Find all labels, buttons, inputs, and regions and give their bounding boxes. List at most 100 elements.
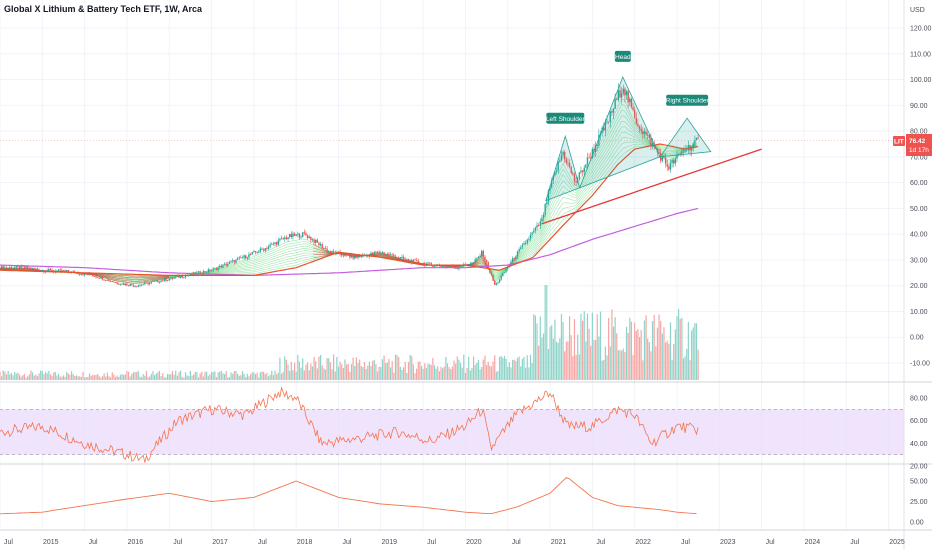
candle bbox=[394, 256, 397, 259]
volume-bar bbox=[207, 376, 209, 380]
volume-bar bbox=[113, 374, 115, 380]
volume-bar bbox=[280, 373, 283, 380]
volume-bar bbox=[651, 321, 654, 380]
candle bbox=[596, 145, 598, 146]
candle bbox=[113, 281, 115, 283]
volume-bar bbox=[386, 362, 388, 380]
candle bbox=[376, 251, 379, 253]
volume-bar bbox=[15, 373, 17, 380]
time-tick-label: 2025 bbox=[889, 539, 905, 546]
volume-bar bbox=[54, 371, 56, 380]
volume-bar bbox=[131, 373, 133, 380]
volume-bar bbox=[445, 356, 447, 380]
candle bbox=[474, 259, 476, 263]
candle bbox=[497, 282, 499, 284]
volume-bar bbox=[302, 358, 304, 380]
candle bbox=[686, 149, 688, 151]
volume-bar bbox=[51, 376, 53, 380]
volume-bar bbox=[295, 371, 297, 380]
candle bbox=[502, 272, 504, 276]
volume-bar bbox=[95, 374, 97, 380]
candle bbox=[35, 268, 37, 270]
candle bbox=[248, 254, 250, 258]
volume-bar bbox=[450, 369, 452, 380]
volume-bar bbox=[214, 371, 216, 380]
candle bbox=[223, 263, 226, 265]
candle bbox=[287, 237, 289, 239]
volume-bar bbox=[456, 356, 458, 380]
volume-bar bbox=[599, 311, 602, 380]
volume-bar bbox=[407, 362, 410, 380]
candle bbox=[638, 126, 641, 129]
candle bbox=[85, 273, 87, 275]
volume-bar bbox=[347, 364, 349, 380]
candle bbox=[114, 282, 117, 283]
volume-bar bbox=[512, 359, 514, 380]
volume-bar bbox=[233, 371, 235, 380]
volume-bar bbox=[684, 356, 686, 380]
candle bbox=[301, 232, 304, 237]
volume-bar bbox=[564, 351, 566, 380]
candle bbox=[563, 152, 566, 160]
volume-bar bbox=[140, 377, 143, 380]
volume-bar bbox=[36, 376, 39, 380]
volume-bar bbox=[264, 374, 266, 380]
volume-bar bbox=[339, 361, 341, 380]
price-tick-label: 70.00 bbox=[910, 154, 928, 161]
pattern-label-text: Right Shoulder bbox=[666, 98, 710, 105]
volume-bar bbox=[676, 316, 678, 380]
candle bbox=[471, 262, 473, 265]
volume-bar bbox=[4, 371, 6, 380]
candle bbox=[2, 266, 4, 270]
volume-bar bbox=[297, 354, 299, 380]
rsi-tick-label: 60.00 bbox=[910, 418, 928, 425]
candle bbox=[352, 254, 354, 259]
candle bbox=[607, 121, 610, 123]
candle bbox=[578, 172, 581, 179]
candle bbox=[384, 254, 387, 255]
candle bbox=[7, 267, 9, 269]
volume-bar bbox=[466, 367, 468, 380]
candle bbox=[539, 221, 541, 226]
volume-bar bbox=[279, 357, 281, 380]
volume-bar bbox=[567, 341, 569, 380]
volume-bar bbox=[40, 370, 42, 380]
candle bbox=[511, 258, 514, 262]
volume-bar bbox=[319, 354, 322, 380]
time-tick-label: Jul bbox=[681, 539, 690, 546]
volume-bar bbox=[419, 361, 421, 380]
last-price-badge: LIT 76.42 1d 17h bbox=[893, 134, 932, 156]
candle bbox=[9, 267, 11, 269]
volume-bar bbox=[256, 372, 258, 380]
candle bbox=[572, 172, 574, 174]
volume-bar bbox=[69, 374, 71, 380]
volume-bar bbox=[321, 365, 323, 380]
rsi-band bbox=[0, 408, 904, 456]
volume-bar bbox=[370, 365, 372, 380]
candle bbox=[288, 234, 291, 238]
volume-bar bbox=[433, 365, 436, 380]
candle bbox=[326, 248, 328, 252]
time-tick-label: Jul bbox=[596, 539, 605, 546]
volume-bar bbox=[199, 373, 201, 380]
volume-bar bbox=[655, 346, 657, 380]
volume-bar bbox=[373, 360, 375, 380]
volume-bar bbox=[272, 375, 274, 380]
volume-bar bbox=[336, 356, 338, 380]
volume-bar bbox=[593, 339, 595, 380]
candle bbox=[163, 278, 166, 281]
volume-bar bbox=[668, 343, 670, 380]
time-tick-label: Jul bbox=[342, 539, 351, 546]
volume-bar bbox=[152, 371, 154, 380]
volume-bar bbox=[388, 358, 390, 380]
candle bbox=[568, 163, 571, 167]
candle bbox=[438, 265, 441, 267]
candle bbox=[487, 261, 489, 269]
candle bbox=[406, 259, 408, 260]
candle bbox=[96, 277, 99, 279]
volume-bar bbox=[132, 372, 135, 380]
volume-bar bbox=[189, 370, 192, 380]
pattern-triangle bbox=[659, 117, 712, 158]
volume-bar bbox=[41, 370, 43, 380]
volume-bar bbox=[124, 374, 126, 380]
